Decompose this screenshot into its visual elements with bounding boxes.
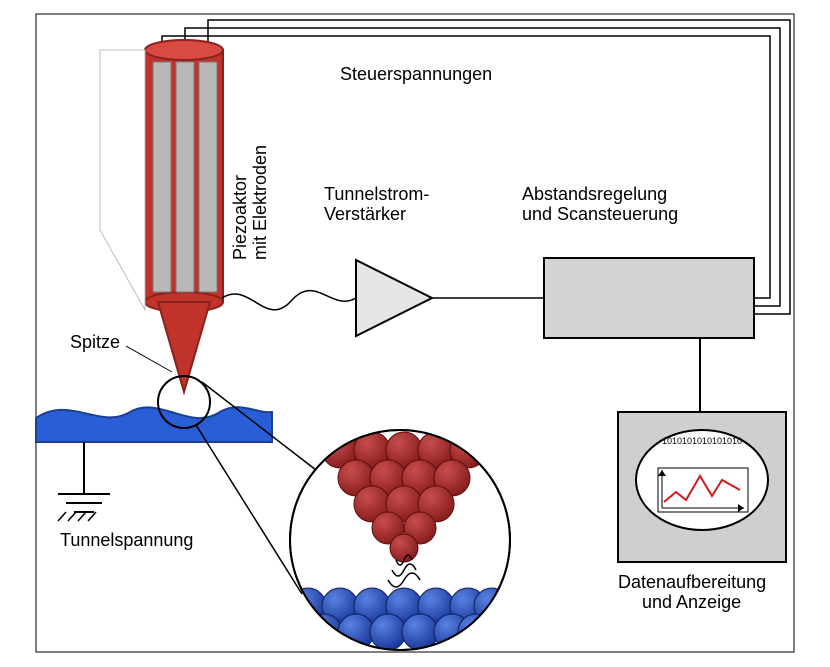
binary-readout: 1010101010101010 xyxy=(662,436,742,446)
surface-wave xyxy=(36,407,272,442)
control-voltage-label: Steuerspannungen xyxy=(340,64,492,84)
piezo-top xyxy=(145,40,223,60)
controller-box xyxy=(544,258,754,338)
tip-atom-4-0 xyxy=(390,534,418,562)
controller-label: Abstandsregelungund Scansteuerung xyxy=(522,184,678,224)
surface-atom-1-2 xyxy=(370,614,406,650)
piezo-electrode-mid xyxy=(176,62,194,292)
piezo-electrode-left xyxy=(153,62,171,292)
tunnel-voltage-label: Tunnelspannung xyxy=(60,530,193,550)
piezo-electrode-right xyxy=(199,62,217,292)
tip-label: Spitze xyxy=(70,332,120,352)
display-plot-frame xyxy=(658,468,748,512)
